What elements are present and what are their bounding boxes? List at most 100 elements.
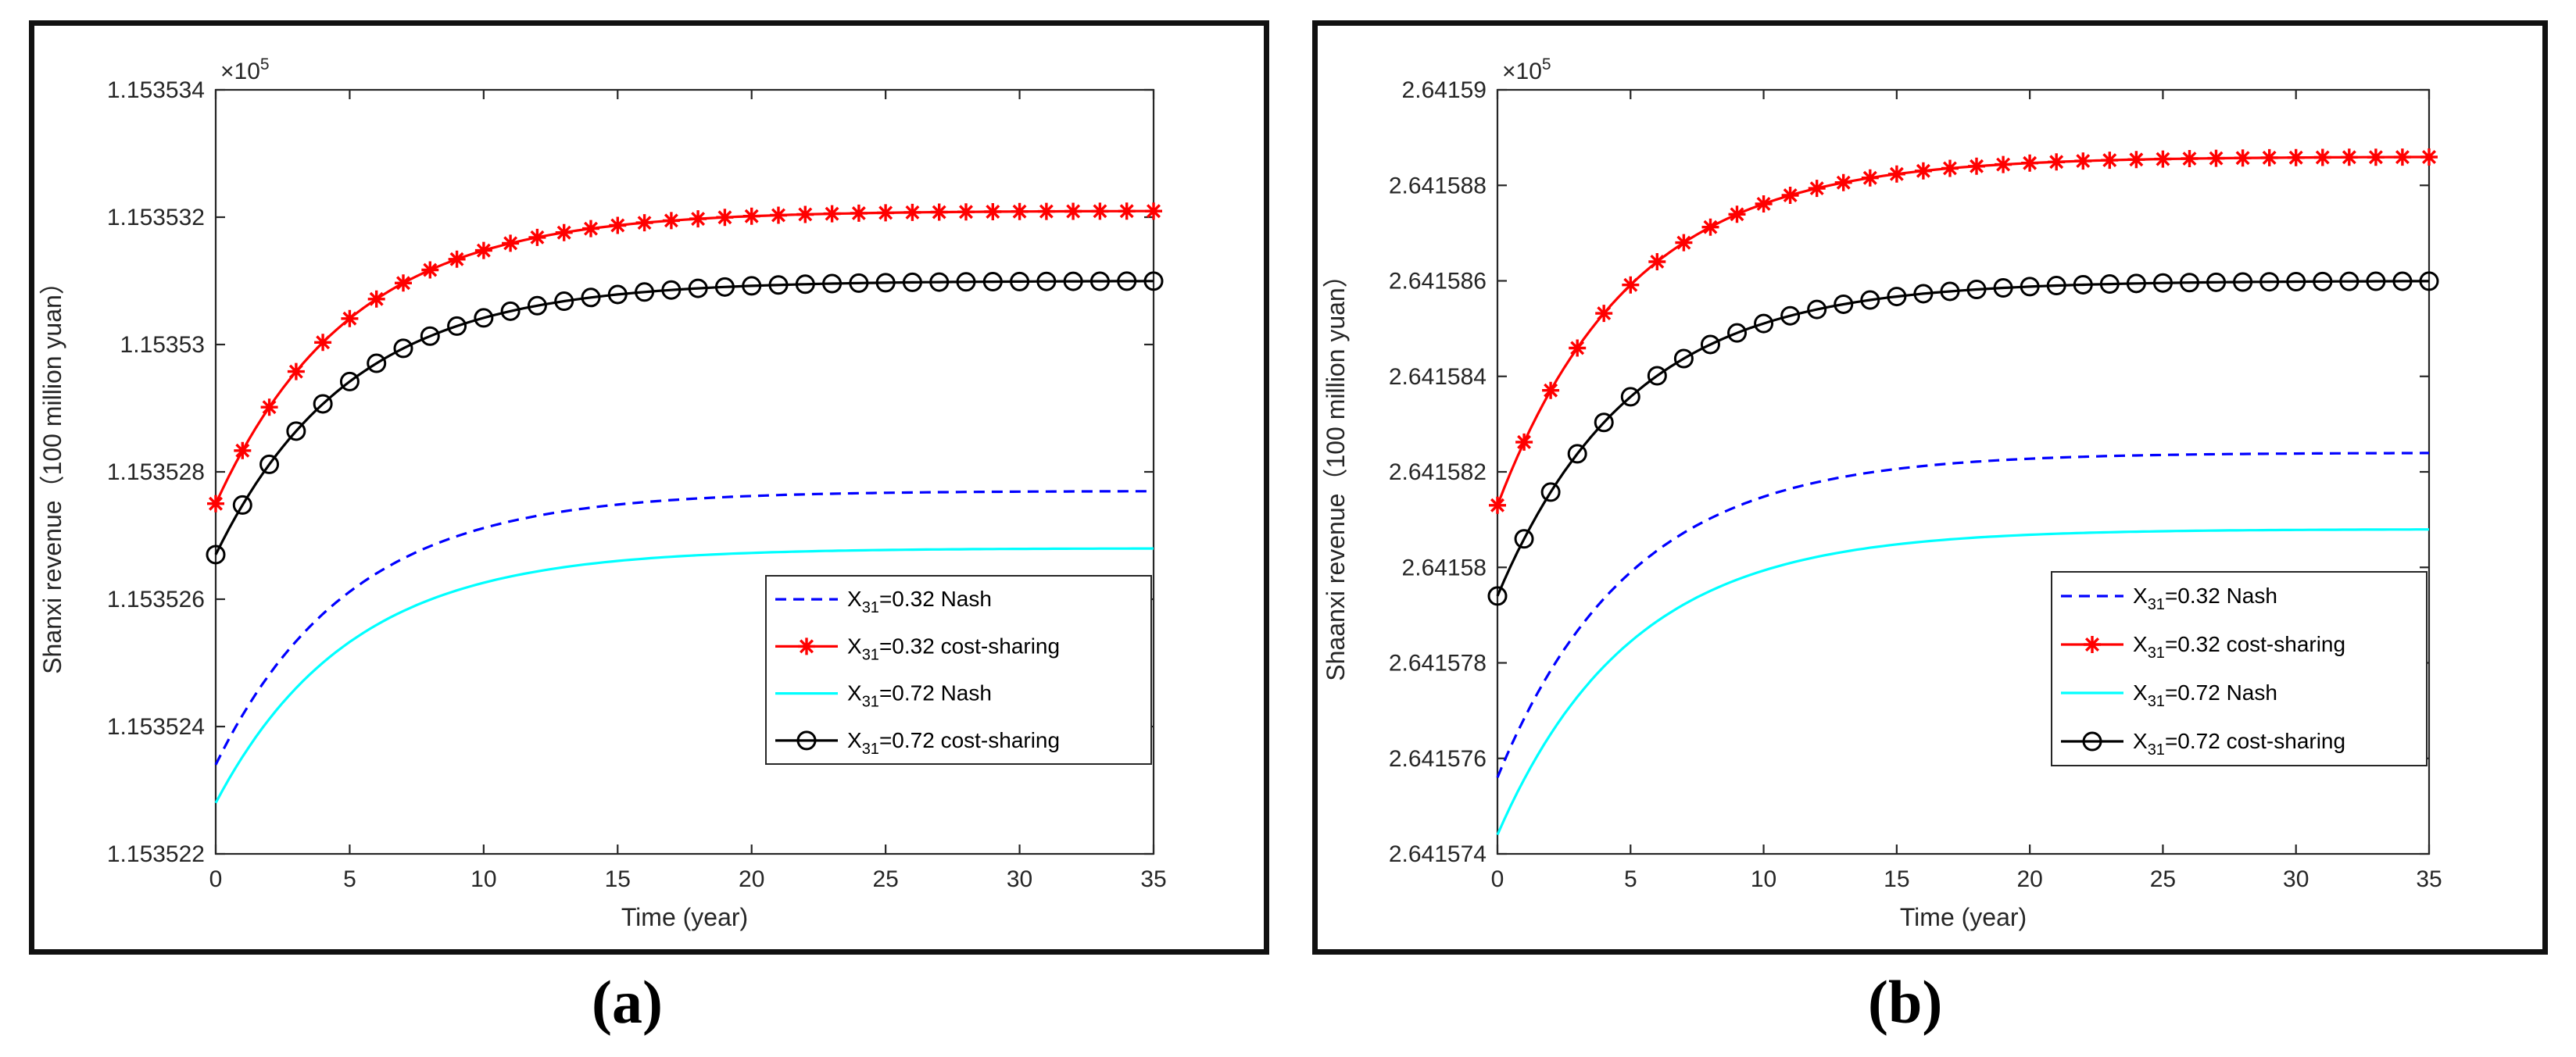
star-marker — [1834, 173, 1852, 191]
circle-marker — [1594, 412, 1614, 433]
star-marker — [609, 216, 627, 234]
star-marker — [2101, 152, 2119, 170]
circle-marker — [1514, 529, 1534, 549]
circle-marker — [982, 272, 1003, 292]
series-line — [214, 490, 1154, 766]
star-marker — [2367, 148, 2385, 166]
circle-marker — [339, 371, 360, 391]
circle-marker — [1117, 271, 1137, 291]
circle-marker — [688, 278, 708, 298]
star-marker — [689, 210, 707, 228]
y-tick-label: 2.64159 — [1402, 77, 1487, 103]
x-tick-label: 25 — [872, 866, 898, 892]
star-marker — [207, 495, 224, 512]
star-marker — [796, 205, 814, 223]
circle-marker — [661, 280, 682, 300]
star-marker — [234, 441, 252, 459]
y-axis-title: Shaanxi revenue（100 million yuan） — [1322, 262, 1350, 680]
star-marker — [716, 209, 734, 227]
circle-marker — [313, 394, 333, 414]
legend-label: X31=0.72 cost-sharing — [847, 728, 1060, 758]
y-tick-label: 2.64158 — [1402, 555, 1487, 580]
star-marker — [367, 290, 385, 308]
star-marker — [1701, 218, 1719, 236]
star-marker — [395, 274, 412, 292]
star-marker — [287, 362, 305, 380]
star-marker — [502, 234, 520, 252]
x-tick-label: 30 — [2283, 866, 2309, 892]
y-tick-label: 1.153526 — [107, 587, 205, 612]
star-marker — [1622, 276, 1640, 294]
x-tick-label: 20 — [2016, 866, 2042, 892]
circle-marker — [2259, 272, 2280, 292]
series-x31-0-32-cost-sharing — [1489, 148, 2438, 514]
star-marker — [474, 241, 492, 259]
circle-marker — [1834, 294, 1854, 314]
circle-marker — [849, 273, 869, 293]
circle-marker — [1036, 271, 1057, 291]
star-marker — [1968, 157, 1985, 175]
circle-marker — [2046, 276, 2066, 296]
star-marker — [1064, 202, 1082, 220]
circle-marker — [929, 272, 950, 292]
series-line — [214, 280, 1154, 555]
series-x31-0-32-nash — [214, 490, 1154, 766]
circle-marker — [1780, 305, 1801, 326]
circle-marker — [1063, 271, 1083, 291]
circle-marker — [581, 287, 601, 308]
star-marker — [930, 203, 948, 221]
circle-marker — [286, 421, 306, 441]
star-marker — [582, 220, 599, 237]
x-tick-label: 35 — [1140, 866, 1166, 892]
circle-marker — [2099, 274, 2120, 295]
legend-star-marker — [798, 637, 815, 655]
star-marker — [2420, 148, 2438, 166]
circle-marker — [2179, 273, 2199, 293]
circle-marker — [232, 495, 252, 515]
x-tick-label: 5 — [343, 866, 356, 892]
circle-marker — [635, 282, 655, 302]
legend-circle-marker — [2082, 731, 2102, 752]
star-marker — [1145, 202, 1162, 220]
x-tick-label: 10 — [470, 866, 496, 892]
series-line — [1496, 452, 2429, 778]
x-tick-label: 15 — [1884, 866, 1909, 892]
series-x31-0-72-nash — [214, 547, 1154, 804]
legend-circle-marker — [796, 730, 817, 751]
circle-marker — [1673, 348, 1694, 369]
series-line — [1496, 155, 2429, 506]
circle-marker — [2392, 271, 2413, 291]
star-marker — [957, 203, 975, 221]
series-x31-0-72-nash — [1496, 528, 2429, 836]
star-marker — [1861, 169, 1879, 187]
circle-marker — [1913, 284, 1934, 304]
star-marker — [1037, 202, 1055, 220]
circle-marker — [1727, 323, 1748, 343]
star-marker — [2287, 148, 2305, 166]
circle-marker — [420, 326, 440, 346]
circle-marker — [2233, 272, 2253, 292]
circle-marker — [554, 291, 574, 312]
circle-marker — [500, 301, 521, 321]
exponent-power: 5 — [1542, 55, 1551, 73]
star-marker — [1808, 180, 1826, 198]
star-marker — [2181, 150, 2199, 167]
circle-marker — [2366, 271, 2386, 291]
caption-b: (b) — [1868, 968, 1943, 1036]
y-tick-label: 1.15353 — [120, 332, 205, 358]
series-line — [214, 547, 1154, 804]
chart-b: 0 5 10 15 20 25 30 35 2.641574 2.641576 2.641578 2.… — [1322, 55, 2442, 931]
legend-box — [2051, 571, 2428, 766]
x-tick-label: 10 — [1751, 866, 1776, 892]
circle-marker — [1487, 586, 1508, 606]
y-tick-label: 2.641586 — [1389, 269, 1487, 295]
legend-label: X31=0.32 cost-sharing — [2133, 632, 2345, 662]
star-marker — [2074, 152, 2092, 170]
star-marker — [2207, 149, 2225, 167]
circle-marker — [2073, 274, 2093, 295]
star-marker — [1755, 195, 1773, 212]
star-marker — [1515, 433, 1533, 451]
circle-marker — [2152, 273, 2173, 293]
star-marker — [1011, 202, 1029, 220]
